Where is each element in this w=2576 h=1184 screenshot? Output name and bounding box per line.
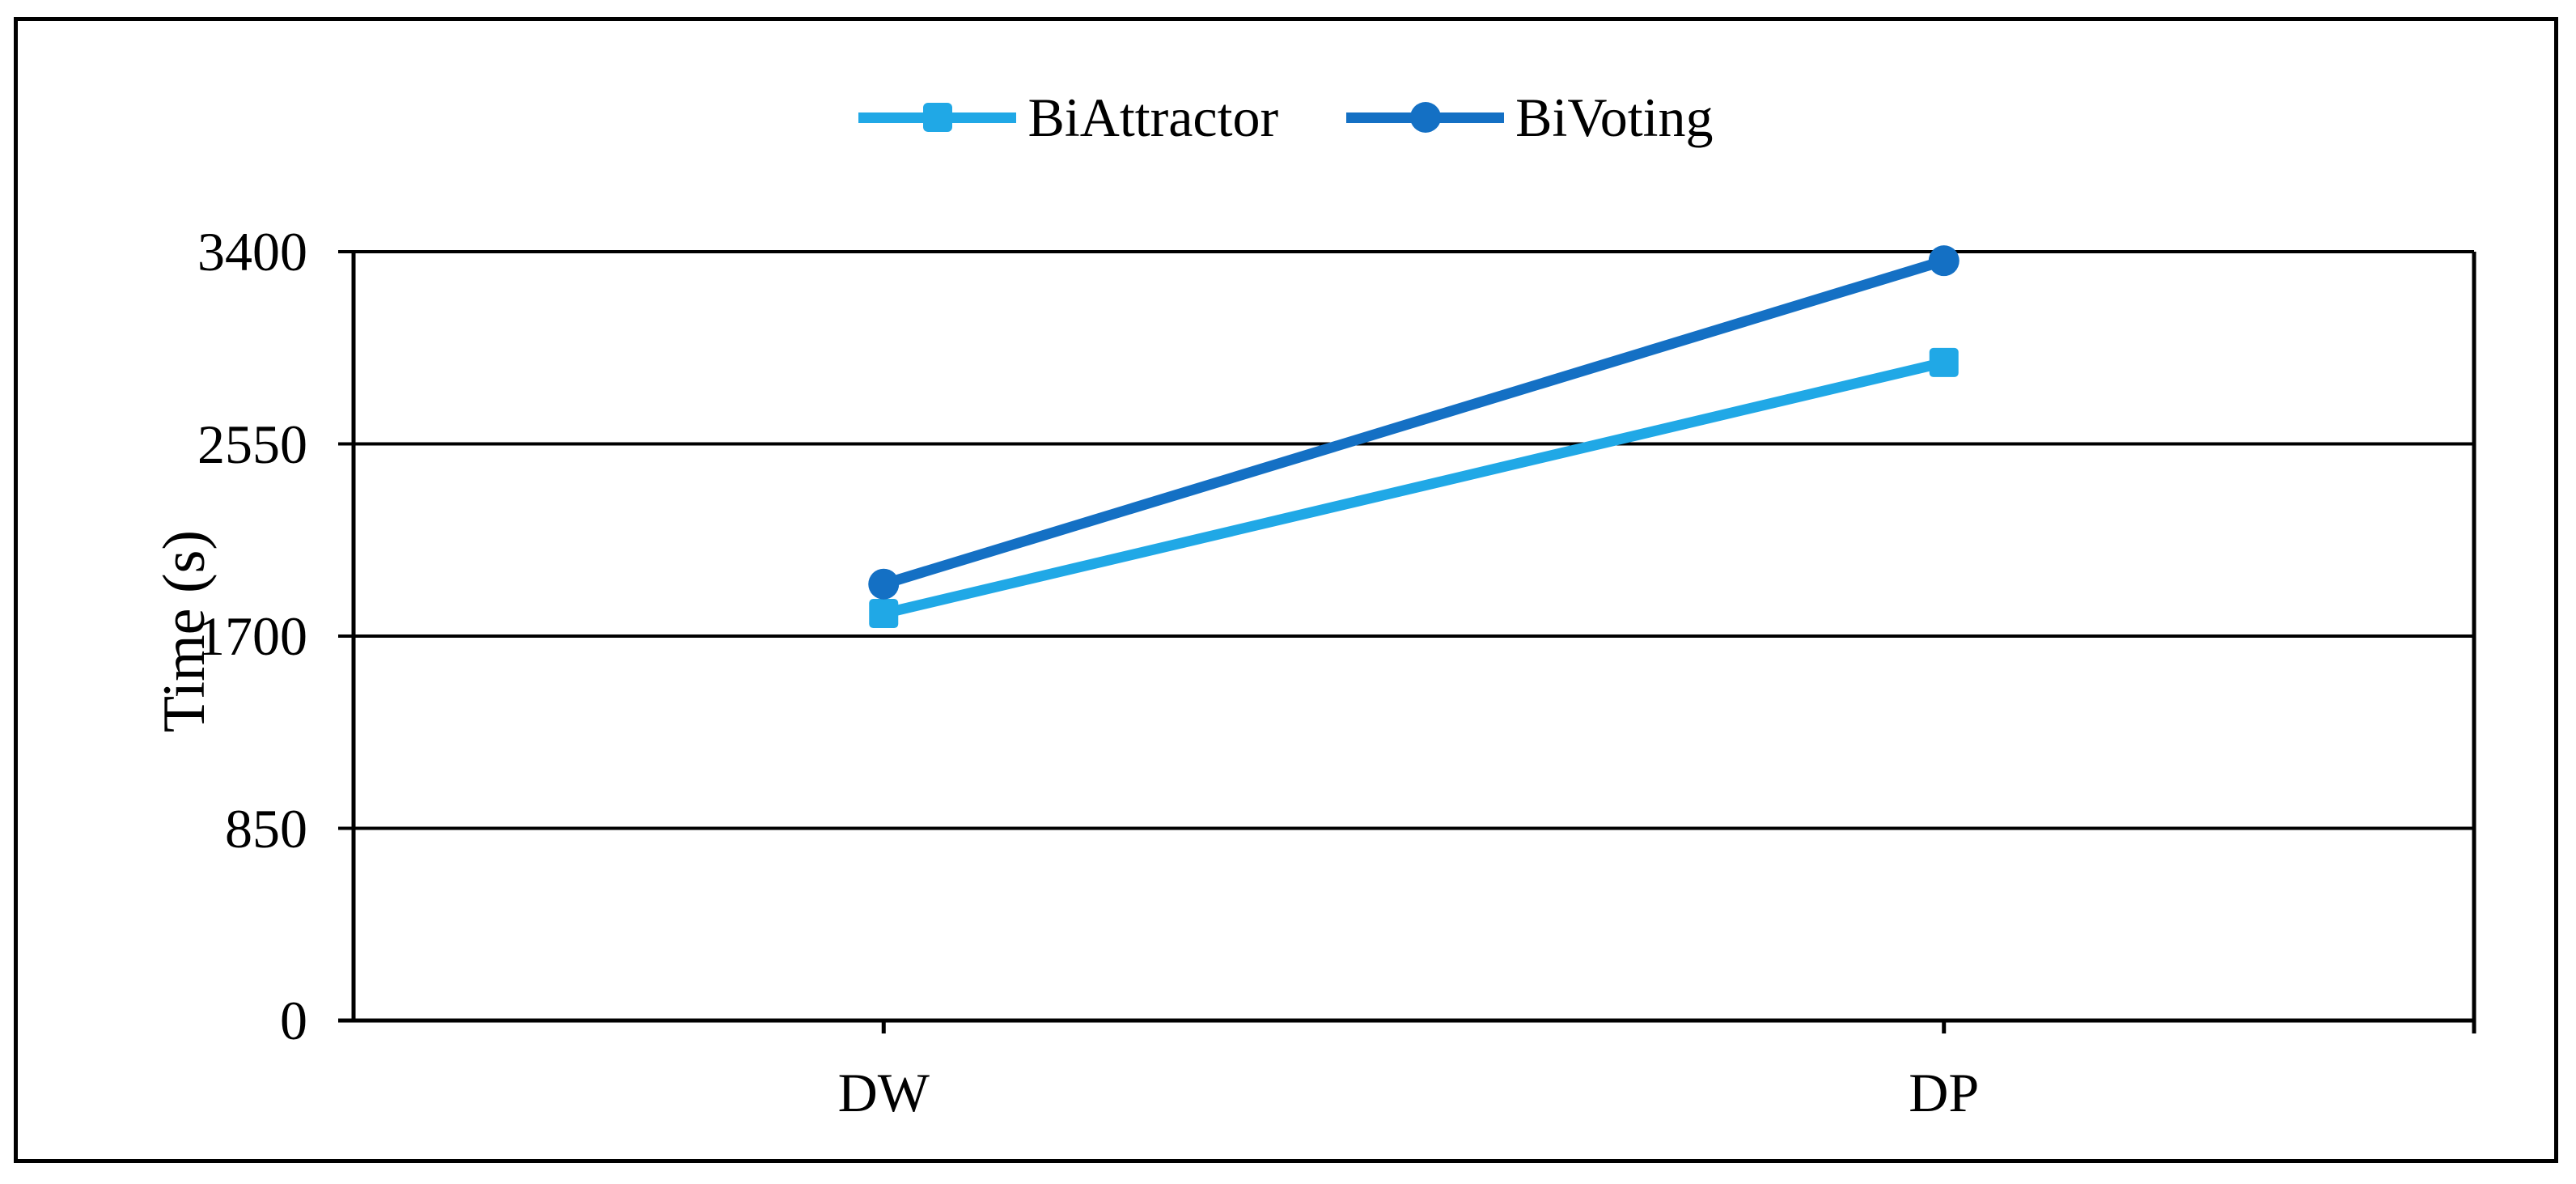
- circle-marker-icon: [1409, 102, 1441, 133]
- legend-line-sample: [858, 103, 1017, 132]
- square-data-marker: [1929, 347, 1959, 377]
- y-tick-label: 3400: [197, 221, 307, 282]
- y-tick-label: 1700: [197, 605, 307, 667]
- chart-legend: BiAttractor BiVoting: [18, 88, 2554, 146]
- series-line-biattractor: [882, 357, 1946, 619]
- y-tick-label: 850: [225, 797, 307, 859]
- circle-data-marker: [868, 568, 900, 600]
- plot-area: [338, 245, 2476, 1033]
- legend-label: BiVoting: [1515, 87, 1714, 148]
- series-line-bivoting: [882, 255, 1946, 589]
- square-data-marker: [869, 599, 899, 629]
- legend-item-bivoting: BiVoting: [1346, 87, 1714, 148]
- y-tick-label: 0: [280, 990, 307, 1051]
- x-category-label: DP: [1909, 1062, 1980, 1123]
- legend-item-biattractor: BiAttractor: [858, 88, 1278, 146]
- legend-line-sample: [1346, 102, 1505, 133]
- x-category-label: DW: [837, 1062, 930, 1123]
- legend-label: BiAttractor: [1027, 87, 1279, 148]
- square-marker-icon: [922, 103, 952, 132]
- chart-figure: BiAttractor BiVoting Time (s) 0 850 1700 25…: [14, 17, 2558, 1163]
- y-tick-label: 2550: [197, 413, 307, 475]
- circle-data-marker: [1928, 245, 1960, 277]
